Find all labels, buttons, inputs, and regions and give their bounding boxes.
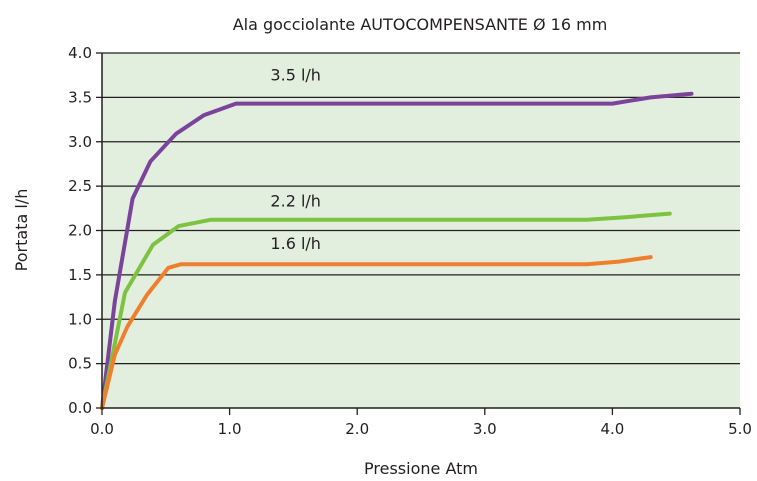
y-tick-label: 2.0 (68, 222, 92, 240)
y-tick-label: 2.5 (68, 177, 92, 195)
series-label: 2.2 l/h (270, 192, 321, 211)
tick-labels: 0.0 0.5 1.0 1.5 2.0 2.5 3.0 3.5 4.0 0.0 1.0 2.0 3.0 4… (68, 44, 752, 438)
x-tick-label: 5.0 (728, 420, 752, 438)
y-tick-label: 3.5 (68, 88, 92, 106)
chart-title: Ala gocciolante AUTOCOMPENSANTE Ø 16 mm (233, 15, 608, 34)
y-tick-label: 4.0 (68, 44, 92, 62)
series-labels: 3.5 l/h 2.2 l/h 1.6 l/h (270, 66, 321, 254)
x-axis-label: Pressione Atm (364, 459, 478, 478)
axes (96, 52, 741, 415)
series-line (100, 91, 694, 410)
x-tick-label: 4.0 (600, 420, 624, 438)
series-line (100, 255, 653, 410)
x-tick-label: 2.0 (345, 420, 369, 438)
series-label: 3.5 l/h (270, 66, 321, 85)
x-tick-label: 0.0 (90, 420, 114, 438)
y-tick-label: 1.0 (68, 310, 92, 328)
series-label: 1.6 l/h (270, 234, 321, 253)
y-tick-label: 0.0 (68, 399, 92, 417)
y-tick-label: 0.5 (68, 355, 92, 373)
y-tick-label: 1.5 (68, 266, 92, 284)
grid-lines (102, 52, 740, 365)
y-tick-label: 3.0 (68, 133, 92, 151)
series-line (100, 211, 672, 410)
x-tick-label: 1.0 (218, 420, 242, 438)
series-layer (100, 91, 694, 410)
x-tick-label: 3.0 (473, 420, 497, 438)
y-axis-label: Portata l/h (12, 189, 31, 272)
